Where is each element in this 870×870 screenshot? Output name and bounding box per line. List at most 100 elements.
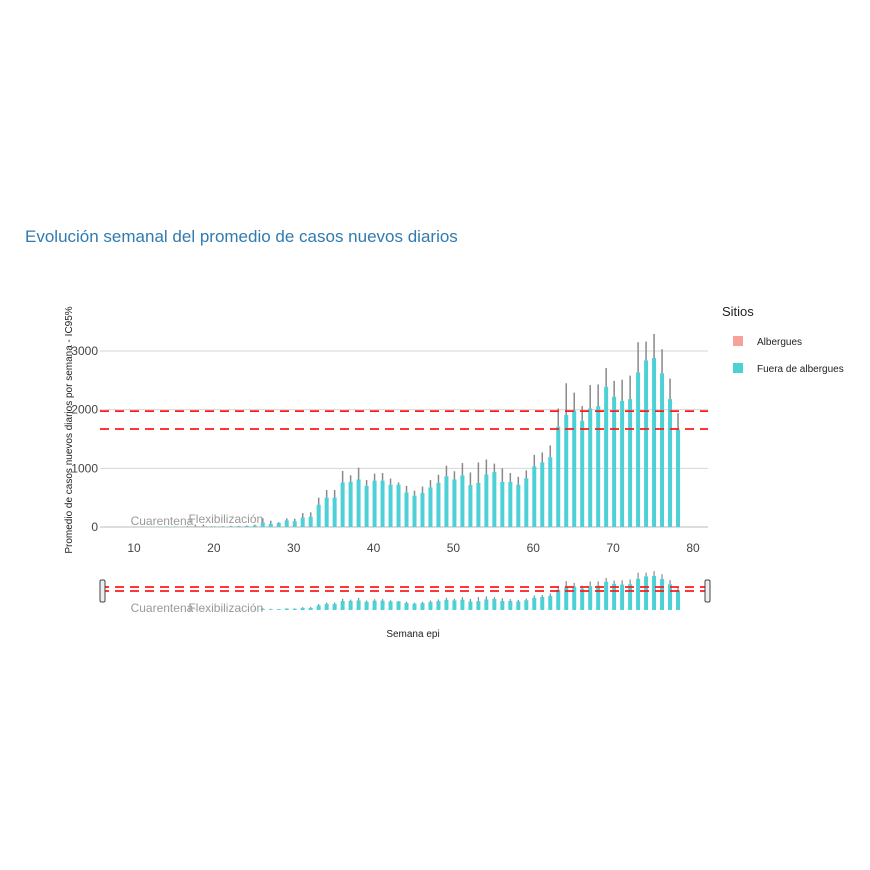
bar-fuera: [244, 525, 249, 527]
range-slider-bar: [572, 586, 577, 610]
range-slider-bar: [636, 578, 641, 610]
range-slider-bar: [516, 601, 521, 610]
y-tick-label: 3000: [71, 344, 98, 358]
bar-fuera: [284, 520, 289, 527]
bar-fuera: [660, 373, 665, 527]
bar-fuera: [532, 466, 537, 527]
bar-fuera: [628, 399, 633, 527]
bar-fuera: [548, 457, 553, 527]
bar-fuera: [612, 396, 617, 527]
range-slider-bar: [476, 601, 481, 610]
bar-fuera: [420, 492, 425, 527]
range-slider-bar: [404, 603, 409, 610]
bar-fuera: [404, 492, 409, 527]
bar-fuera: [668, 399, 673, 527]
bar-fuera: [436, 483, 441, 527]
bar-fuera: [652, 358, 657, 527]
range-slider-bar: [420, 603, 425, 610]
bar-fuera: [428, 487, 433, 527]
range-slider-bar: [620, 584, 625, 610]
range-slider-bar: [612, 583, 617, 610]
range-slider-left-handle[interactable]: [99, 579, 106, 603]
bar-fuera: [476, 483, 481, 527]
bar-fuera: [324, 497, 329, 527]
bar-fuera: [572, 410, 577, 527]
range-slider-bar: [604, 581, 609, 610]
bar-fuera: [676, 429, 681, 527]
range-slider-bar: [268, 609, 273, 610]
range-slider-bar: [300, 608, 305, 610]
range-slider-bar: [548, 595, 553, 610]
bar-fuera: [372, 480, 377, 527]
range-slider-bar: [292, 608, 297, 610]
range-slider-bar: [356, 600, 361, 610]
bar-fuera: [580, 420, 585, 527]
range-slider-bar: [388, 601, 393, 610]
bar-fuera: [220, 526, 225, 527]
bar-fuera: [492, 471, 497, 527]
legend-title: Sitios: [722, 304, 754, 319]
bar-fuera: [460, 475, 465, 527]
bar-fuera: [500, 481, 505, 527]
bar-fuera: [556, 426, 561, 527]
bar-fuera: [292, 521, 297, 527]
bar-fuera: [300, 517, 305, 527]
bar-fuera: [228, 526, 233, 527]
bar-fuera: [388, 484, 393, 527]
range-slider-bar: [596, 585, 601, 610]
bar-fuera: [340, 482, 345, 527]
range-slider-bar: [396, 601, 401, 610]
range-slider-bar: [484, 599, 489, 610]
range-slider-threshold-lines: [100, 586, 708, 592]
range-slider-bar: [348, 600, 353, 610]
x-tick-label: 80: [686, 541, 700, 555]
range-slider-bar: [588, 586, 593, 610]
bar-fuera: [540, 462, 545, 527]
range-slider-bar: [628, 584, 633, 610]
range-slider-bar: [676, 590, 681, 610]
bar-fuera: [380, 480, 385, 527]
bar-fuera: [252, 525, 257, 527]
range-slider-bar: [316, 605, 321, 610]
bar-fuera: [268, 523, 273, 527]
range-slider-bar: [580, 588, 585, 610]
range-slider-bar: [372, 600, 377, 610]
bar-fuera: [516, 484, 521, 527]
range-slider-right-handle[interactable]: [704, 579, 711, 603]
range-slider-bar: [668, 584, 673, 610]
range-slider-bar: [460, 599, 465, 610]
bar-fuera: [484, 474, 489, 527]
x-tick-label: 60: [527, 541, 541, 555]
range-slider-bar: [436, 601, 441, 610]
chart-title: Evolución semanal del promedio de casos …: [25, 227, 458, 246]
bars: [133, 333, 681, 527]
range-slider[interactable]: Cuarentena Flexibilización: [99, 571, 711, 615]
x-tick-label: 10: [127, 541, 141, 555]
bar-fuera: [396, 484, 401, 527]
annotation-flexibilizacion: Flexibilización: [188, 512, 263, 526]
bar-albergues: [193, 526, 198, 527]
range-slider-bar: [564, 587, 569, 610]
legend-swatch-albergues: [733, 336, 743, 346]
bar-fuera: [524, 478, 529, 527]
range-slider-bars: [133, 571, 681, 610]
bar-fuera: [348, 481, 353, 527]
y-axis-label: Promedio de casos nuevos diarios por sem…: [64, 306, 75, 553]
legend-item-fuera-de-albergues[interactable]: Fuera de albergues: [733, 363, 844, 375]
legend-label-fuera: Fuera de albergues: [757, 364, 844, 375]
range-slider-bar: [508, 600, 513, 610]
legend: Sitios Albergues Fuera de albergues: [722, 304, 844, 375]
bar-fuera: [444, 476, 449, 527]
legend-label-albergues: Albergues: [757, 337, 802, 348]
x-axis-label: Semana epi: [386, 629, 439, 640]
bar-fuera: [356, 479, 361, 527]
bar-fuera: [564, 414, 569, 527]
legend-item-albergues[interactable]: Albergues: [733, 336, 802, 348]
range-slider-bar: [492, 598, 497, 610]
bar-fuera: [468, 485, 473, 527]
bar-fuera: [596, 406, 601, 527]
range-slider-bar: [380, 600, 385, 610]
y-tick-label: 0: [91, 520, 98, 534]
bar-fuera: [412, 495, 417, 527]
